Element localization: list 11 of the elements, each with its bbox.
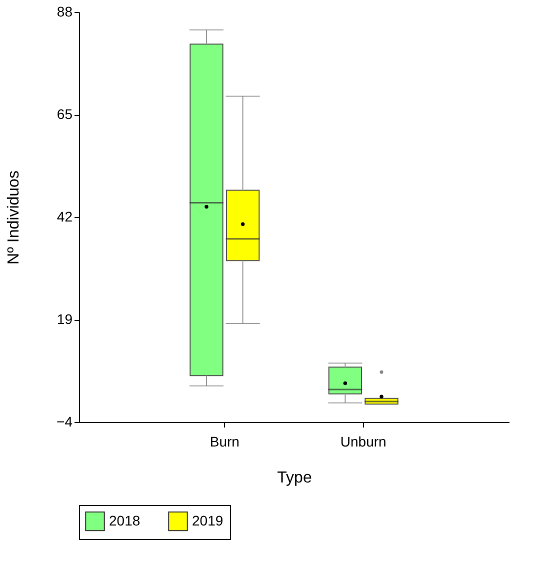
y-tick-label: −4	[56, 414, 73, 430]
x-axis-title: Type	[277, 470, 312, 486]
y-tick-label: 19	[56, 311, 73, 327]
y-axis-title: Nº Individuos	[6, 170, 23, 264]
x-tick-label: Burn	[210, 434, 240, 450]
legend-label: 2019	[192, 512, 224, 528]
legend-label: 2018	[109, 512, 140, 528]
x-tick-label: Unburn	[340, 434, 386, 450]
y-tick-label: 42	[56, 208, 73, 224]
y-tick-label: 65	[56, 106, 73, 122]
y-tick-label: 88	[56, 4, 73, 20]
